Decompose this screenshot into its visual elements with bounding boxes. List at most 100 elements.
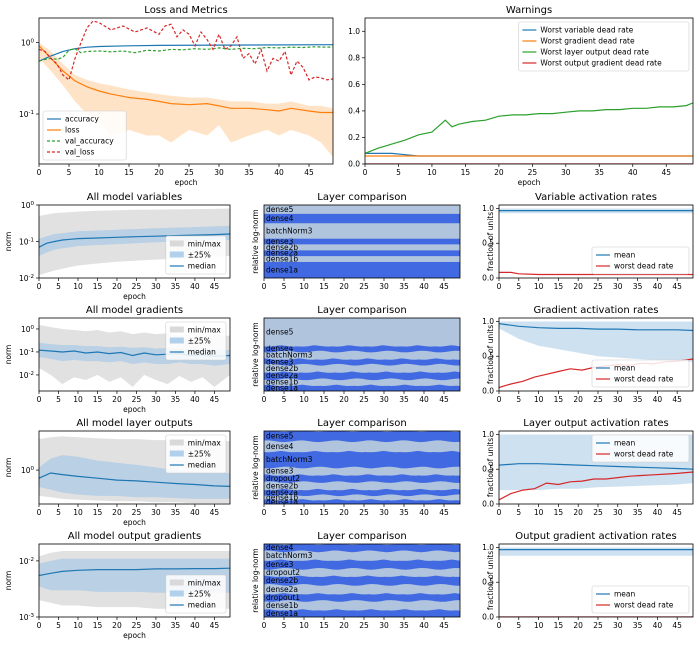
chart-title: All model gradients xyxy=(86,305,183,316)
band-dense2b xyxy=(264,575,460,586)
x-tick-label: 15 xyxy=(93,621,103,630)
x-tick-label: 25 xyxy=(528,168,538,177)
x-tick-label: 35 xyxy=(399,282,409,291)
band-label: dense2a xyxy=(266,585,298,594)
y-tick-label: 0.5 xyxy=(482,465,494,474)
x-tick-label: 45 xyxy=(439,621,449,630)
y-tick-label: 0.0 xyxy=(482,387,494,396)
legend-label: min/max xyxy=(188,240,222,249)
x-tick-label: 40 xyxy=(274,168,284,177)
x-axis-label: epoch xyxy=(123,518,146,527)
legend-label: median xyxy=(188,601,216,610)
band-dense3 xyxy=(264,466,460,476)
x-tick-label: 30 xyxy=(613,508,623,517)
x-tick-label: 5 xyxy=(282,282,287,291)
y-tick-label: 0.5 xyxy=(482,578,494,587)
legend-label: ±25% xyxy=(188,337,211,346)
x-tick-label: 35 xyxy=(633,508,643,517)
legend-label: mean xyxy=(614,364,636,373)
band-dense2a xyxy=(264,250,460,257)
x-tick-label: 5 xyxy=(282,395,287,404)
chart-title: Warnings xyxy=(506,5,552,16)
y-tick-label: 10-1 xyxy=(19,238,34,247)
plot-frame xyxy=(498,317,694,392)
y-axis-label: fraction of units xyxy=(486,212,495,271)
x-axis-label: epoch xyxy=(123,292,146,301)
y-tick-label: 0.4 xyxy=(348,106,360,115)
x-axis-label: epoch xyxy=(123,405,146,414)
x-tick-label: 20 xyxy=(112,508,122,517)
y-tick-label: 0.6 xyxy=(348,80,360,89)
y-tick-label: 0.8 xyxy=(348,53,360,62)
y-tick-label: 1.0 xyxy=(482,317,494,326)
band-label: dense4 xyxy=(266,214,294,223)
band-label: dense3 xyxy=(266,237,294,246)
band-label: dense4 xyxy=(266,442,294,451)
band-dense4 xyxy=(264,344,460,353)
x-tick-label: 35 xyxy=(171,282,181,291)
x-tick-label: 5 xyxy=(516,395,521,404)
median-line xyxy=(39,233,230,248)
x-tick-label: 30 xyxy=(151,508,161,517)
y-axis-label: relative log-norm xyxy=(251,322,260,386)
y-tick-label: 100 xyxy=(21,466,35,475)
legend-box xyxy=(591,585,690,614)
band-label: dense5 xyxy=(266,327,294,336)
x-tick-label: 45 xyxy=(210,621,220,630)
band-dense4 xyxy=(264,213,460,224)
band-dropout2 xyxy=(264,473,460,483)
y-tick-label: 10-2 xyxy=(19,274,34,283)
x-tick-label: 30 xyxy=(379,508,389,517)
x-tick-label: 45 xyxy=(210,282,220,291)
band-dense1a xyxy=(264,261,460,278)
band-dense1b xyxy=(264,378,460,386)
legend-box xyxy=(591,359,690,388)
band-dense4 xyxy=(264,544,460,553)
x-tick-label: 0 xyxy=(37,282,42,291)
legend-label: val_accuracy xyxy=(65,137,114,146)
x-tick-label: 15 xyxy=(319,395,329,404)
x-tick-label: 35 xyxy=(171,621,181,630)
x-tick-label: 15 xyxy=(554,621,564,630)
x-tick-label: 10 xyxy=(534,508,544,517)
x-tick-label: 45 xyxy=(672,508,682,517)
plot-area xyxy=(365,102,693,164)
x-tick-label: 40 xyxy=(653,621,663,630)
series-line-0 xyxy=(39,44,333,62)
legend-label: median xyxy=(188,461,216,470)
band-batchNorm3 xyxy=(264,350,460,360)
chart-warnings: Worst variable dead rate Worst gradient d… xyxy=(348,5,694,187)
band-dropout1 xyxy=(264,592,460,602)
x-tick-label: 30 xyxy=(379,395,389,404)
plot-frame xyxy=(38,430,231,505)
chart-title: Layer comparison xyxy=(317,305,406,316)
band-label: dense2b xyxy=(266,243,298,252)
x-tick-label: 15 xyxy=(319,621,329,630)
legend-swatch xyxy=(169,450,184,457)
chart-loss: accuracy loss val_accuracy val_loss 0 5 10 15 20… xyxy=(19,5,334,187)
legend-label: median xyxy=(188,262,216,271)
x-tick-label: 5 xyxy=(516,508,521,517)
y-tick-label: 100 xyxy=(21,325,35,334)
band-label: dense4 xyxy=(266,543,294,552)
legend-label: accuracy xyxy=(65,115,99,124)
plot-frame xyxy=(498,430,694,505)
x-tick-label: 5 xyxy=(56,621,61,630)
legend-label: ±25% xyxy=(188,450,211,459)
x-tick-label: 45 xyxy=(210,395,220,404)
plot-area: dense1adense1bdropout1dense2adense2bdrop… xyxy=(264,543,460,617)
legend-label: worst dead rate xyxy=(614,262,674,271)
x-tick-label: 0 xyxy=(37,621,42,630)
x-tick-label: 40 xyxy=(628,168,638,177)
x-tick-label: 25 xyxy=(132,621,142,630)
legend-box xyxy=(591,434,690,463)
chart-title: Layer comparison xyxy=(317,192,406,203)
band-label: dense1a xyxy=(266,265,298,274)
y-tick-label: 1.0 xyxy=(482,543,494,552)
x-tick-label: 25 xyxy=(184,168,194,177)
legend-box xyxy=(591,246,690,275)
chart-title: Layer output activation rates xyxy=(523,418,668,429)
band-label: dense1b xyxy=(266,601,298,610)
